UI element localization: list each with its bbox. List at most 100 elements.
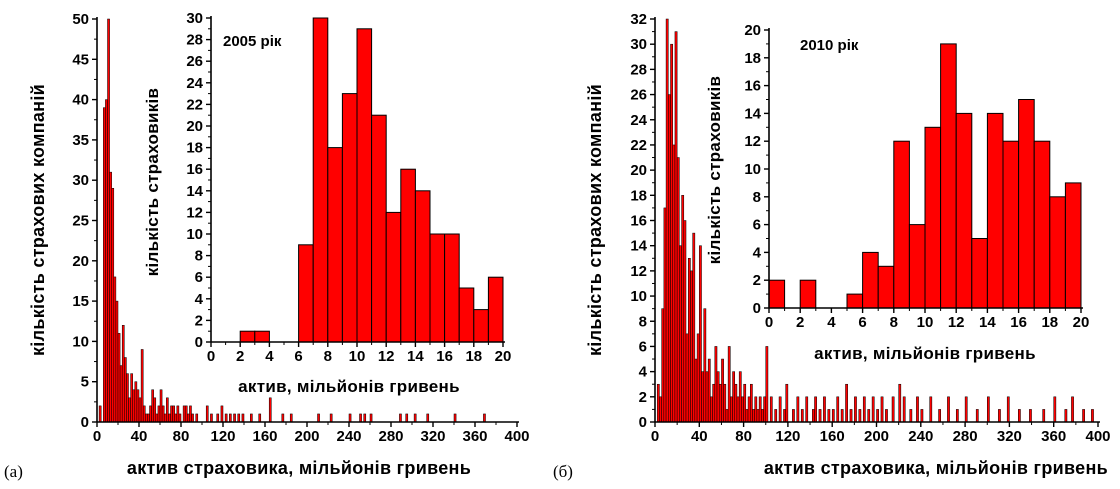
panel1-main-bar-30: [723, 383, 727, 423]
panel0-main-bar-61: [348, 413, 352, 423]
panel1-main-bar-17: [694, 358, 698, 423]
panel0-inset-bar-4: [327, 147, 343, 343]
panel1-main-bar-21: [703, 308, 707, 423]
panel0-main-bar-18: [136, 389, 140, 423]
panel1-inset-bar-3: [862, 251, 879, 309]
panel0-main-bar-55: [258, 413, 262, 423]
panel1-main-bar-10: [679, 245, 682, 423]
panel1-main-bar-68: [849, 409, 853, 423]
panel0-main-bar-57: [281, 413, 285, 423]
panel1-main-bar-36: [736, 396, 740, 423]
panel1-main-bar-48: [763, 396, 766, 423]
panel1-main-bar-24: [710, 396, 713, 423]
panel0-main-bar-5: [109, 171, 112, 423]
panel0-main-bar-43: [191, 413, 194, 423]
panel0-main-bar-13: [126, 373, 129, 423]
panel1-main-y-tick-label-8: 16: [630, 213, 647, 230]
panel1-inset-y-tick-label-6: 12: [744, 133, 761, 150]
panel0-main-bar-52: [237, 413, 241, 423]
panel1-main-bar-38: [741, 396, 744, 423]
panel1-main-bar-95: [1053, 396, 1057, 423]
panel0-main-y-tick-label-0: 0: [81, 414, 89, 431]
panel0-main-bar-28: [157, 405, 161, 423]
panel1-main-bar-78: [898, 383, 902, 423]
panel0-main-x-tick-label-9: 360: [462, 428, 487, 445]
panel1-main-bar-44: [754, 396, 758, 423]
panel1-main-bar-73: [871, 396, 875, 423]
panel0-inset-y-tick-label-14: 28: [186, 32, 203, 49]
panel1-inset-y-axis-title: кількість страховиків: [705, 76, 724, 265]
panel1-inset-x-tick-label-9: 18: [1041, 314, 1058, 331]
panel0-main-bar-56: [268, 397, 272, 423]
panel0-main-bar-45: [205, 405, 209, 423]
panel0-main-bar-21: [142, 405, 146, 423]
panel1-main-bar-94: [1042, 409, 1046, 423]
panel0-main-bar-0: [98, 405, 102, 423]
panel1-main-bar-85: [947, 396, 950, 423]
panel0-inset-x-tick-label-10: 20: [495, 348, 512, 365]
panel1-main-bar-35: [734, 383, 738, 423]
panel1-inset-x-tick-label-8: 16: [1010, 314, 1027, 331]
panel0-main-bar-20: [140, 349, 144, 423]
panel1-main-x-tick-label-8: 320: [997, 428, 1022, 445]
panel0-main-bar-39: [182, 405, 186, 423]
panel0-main-bar-69: [453, 413, 457, 423]
panel1-inset-x-tick-label-7: 14: [979, 314, 996, 331]
panel0-main-x-tick-label-5: 200: [294, 428, 319, 445]
panel1-inset-x-tick-label-10: 20: [1073, 314, 1090, 331]
panel0-main-bar-47: [216, 413, 220, 423]
panel0-inset-bar-13: [458, 287, 475, 343]
panel0-main-bar-7: [113, 276, 117, 423]
panel0-inset-y-tick-label-2: 4: [195, 291, 204, 308]
panel0-main-bar-64: [369, 413, 373, 423]
panel0-main-y-axis-title: кількість страхових компаній: [28, 84, 48, 356]
panel0-inset-y-tick-label-10: 20: [186, 118, 203, 135]
panel0-main-bar-16: [132, 389, 136, 423]
panel1-inset-year-title: 2010 рік: [800, 37, 859, 54]
panel0-inset-bar-3: [312, 17, 329, 343]
panel1-main-bar-5: [668, 94, 671, 423]
panel0-main-bar-41: [187, 413, 190, 423]
panel1-main-bar-71: [862, 396, 866, 423]
panel1-main-bar-89: [987, 396, 990, 423]
panel1-main-bar-46: [758, 396, 762, 423]
panel1-inset-bar-5: [893, 140, 910, 309]
panel0-inset-x-tick-label-4: 8: [324, 348, 332, 365]
panel0-main-bar-62: [359, 413, 362, 423]
panel0-main-bar-48: [220, 405, 224, 423]
panel0-main-bar-10: [119, 365, 123, 423]
panel1-inset-y-tick-label-5: 10: [744, 161, 761, 178]
panel1-main-bar-16: [692, 232, 696, 423]
panel1-main-bar-50: [769, 396, 773, 423]
panel0-main-bar-70: [483, 413, 486, 423]
panel1-main-y-tick-label-6: 12: [630, 263, 647, 280]
panel0-main-bar-14: [128, 397, 131, 423]
panel1-main-x-tick-label-5: 200: [864, 428, 889, 445]
panel0-main-bar-37: [176, 405, 180, 423]
panel1-main-bar-81: [916, 396, 919, 423]
panel0-main-bar-15: [130, 373, 133, 423]
panel0-inset-bar-11: [429, 233, 446, 343]
panel1-main-bar-12: [683, 220, 687, 423]
panel0-inset-y-tick-label-0: 0: [195, 334, 203, 351]
panel1-main-x-tick-label-6: 240: [908, 428, 933, 445]
panel1-main-bar-65: [836, 396, 840, 423]
panel1-inset-bar-10: [971, 238, 988, 309]
panel0-main-bar-58: [289, 413, 293, 423]
panel0-inset-y-tick-label-15: 30: [186, 10, 203, 27]
panel1-inset-bar-4: [877, 265, 895, 309]
panel1-inset-y-tick-label-4: 8: [753, 189, 761, 206]
panel1-main-y-tick-label-10: 20: [630, 162, 647, 179]
panel0-inset-y-tick-label-8: 16: [186, 161, 203, 178]
panel1-main-bar-9: [676, 157, 680, 423]
panel1-main-bar-31: [725, 409, 729, 423]
panel1-main-bar-45: [756, 409, 760, 423]
panel0-main-bar-17: [134, 381, 138, 423]
panel0-main-bar-33: [168, 413, 171, 423]
panel1-main-bar-51: [774, 409, 778, 423]
panel1-inset-x-tick-label-3: 6: [858, 314, 866, 331]
panel0-inset-bar-8: [385, 211, 402, 343]
panel0-main-bar-30: [161, 405, 165, 423]
panel1-main-bar-93: [1029, 409, 1032, 423]
